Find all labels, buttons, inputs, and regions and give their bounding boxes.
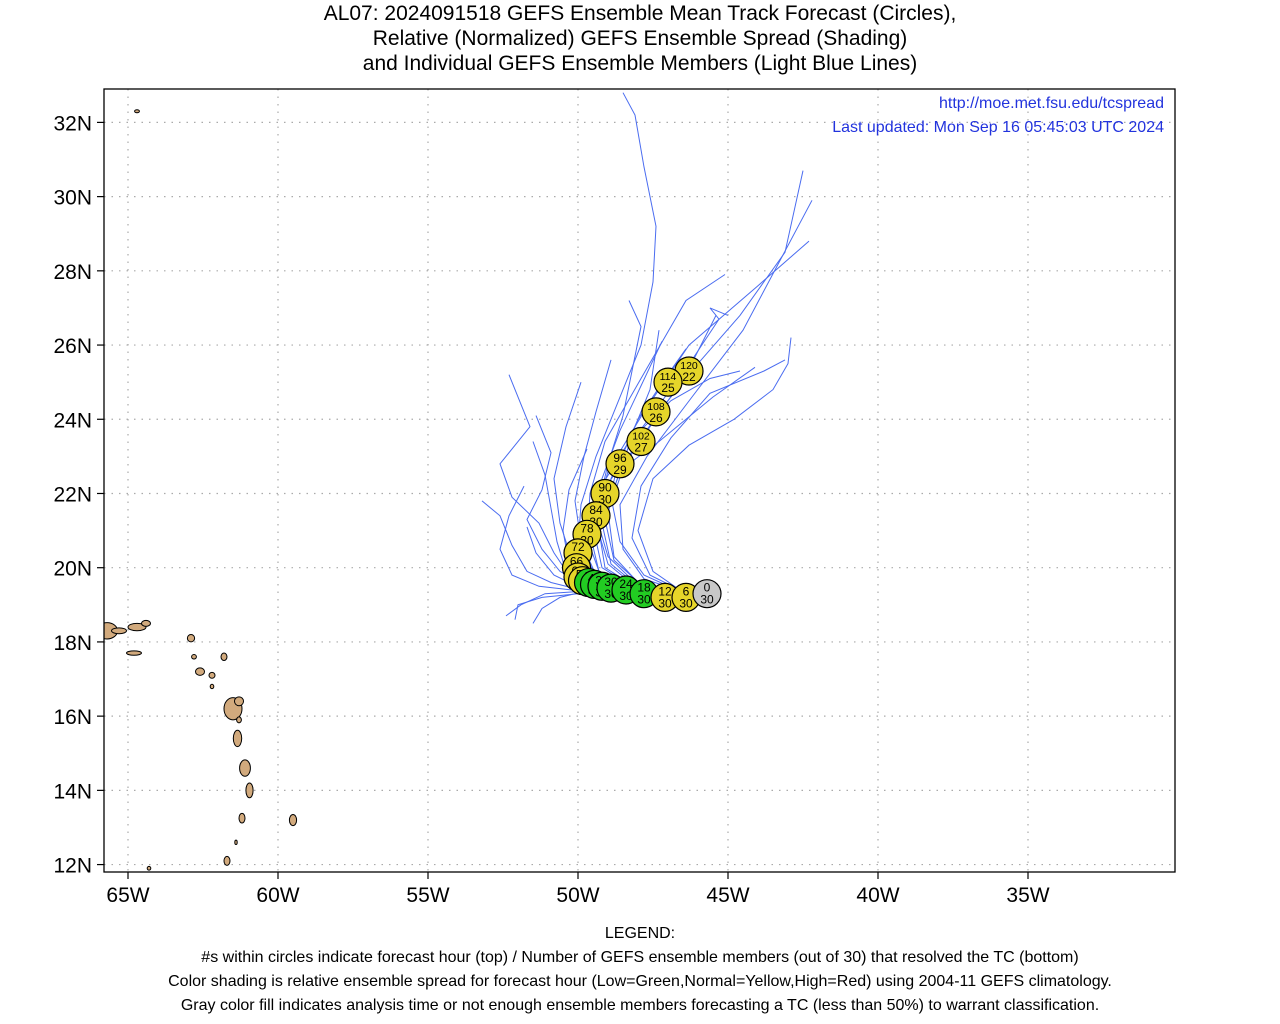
- forecast-hour-label: 0: [704, 581, 711, 595]
- legend-line-gray: Gray color fill indicates analysis time …: [180, 997, 1100, 1014]
- tick-label-lat: 24N: [53, 409, 92, 432]
- tick-label-lat: 30N: [53, 187, 92, 210]
- forecast-hour-label: 90: [598, 480, 612, 494]
- tick-label-lon: 60W: [256, 884, 299, 907]
- island: [111, 627, 127, 635]
- island: [232, 729, 243, 748]
- forecast-hour-label: 18: [637, 581, 651, 595]
- island: [288, 813, 298, 827]
- tick-label-lon: 45W: [706, 884, 749, 907]
- island: [234, 696, 244, 707]
- island: [236, 716, 242, 724]
- forecast-hour-label: 6: [683, 584, 690, 598]
- title-line-2: Relative (Normalized) GEFS Ensemble Spre…: [372, 27, 908, 50]
- island: [209, 683, 215, 690]
- map-title: AL07: 2024091518 GEFS Ensemble Mean Trac…: [0, 1, 1280, 76]
- title-line-3: and Individual GEFS Ensemble Members (Li…: [362, 52, 918, 75]
- member-count-label: 26: [649, 411, 663, 425]
- forecast-hour-label: 12: [658, 584, 672, 598]
- tick-label-lat: 26N: [53, 335, 92, 358]
- island: [234, 839, 238, 846]
- tick-label-lat: 16N: [53, 706, 92, 729]
- plot-background: [104, 89, 1175, 872]
- legend-line-circles: #s within circles indicate forecast hour…: [201, 949, 1079, 966]
- member-count-label: 29: [613, 463, 627, 477]
- ensemble-member-track: [637, 337, 792, 595]
- source-url[interactable]: http://moe.met.fsu.edu/tcspread: [939, 95, 1164, 112]
- island: [134, 109, 140, 114]
- island: [195, 667, 205, 676]
- island: [208, 671, 216, 679]
- track-circle: [641, 397, 671, 427]
- tick-label-lat: 14N: [53, 780, 92, 803]
- forecast-hour-label: 84: [589, 503, 603, 517]
- legend-heading: LEGEND:: [604, 925, 676, 942]
- forecast-hour-label: 108: [647, 401, 665, 413]
- island: [146, 865, 152, 871]
- forecast-hour-label: 24: [619, 577, 633, 591]
- tick-label-lat: 12N: [53, 855, 92, 878]
- track-map: 1202211425108261022796299030843078307230…: [53, 88, 1176, 907]
- island: [238, 812, 246, 824]
- island: [223, 855, 231, 866]
- island: [186, 634, 196, 643]
- tick-label-lon: 40W: [856, 884, 899, 907]
- grid-lines: [104, 89, 1175, 872]
- mean-track-circles: 1202211425108261022796299030843078307230…: [561, 356, 722, 612]
- legend-line-shading: Color shading is relative ensemble sprea…: [168, 973, 1112, 990]
- member-count-label: 22: [682, 370, 696, 384]
- tick-label-lon: 35W: [1006, 884, 1049, 907]
- forecast-hour-label: 72: [571, 540, 585, 554]
- tick-label-lon: 50W: [556, 884, 599, 907]
- member-count-label: 30: [637, 593, 651, 607]
- member-count-label: 27: [634, 441, 648, 455]
- tick-label-lat: 28N: [53, 261, 92, 284]
- last-updated: Last updated: Mon Sep 16 05:45:03 UTC 20…: [832, 119, 1164, 136]
- forecast-hour-label: 96: [613, 451, 627, 465]
- tick-label-lon: 65W: [106, 884, 149, 907]
- island: [220, 652, 228, 661]
- forecast-hour-label: 78: [580, 521, 594, 535]
- forecast-hour-label: 114: [660, 371, 677, 383]
- island: [141, 619, 151, 627]
- mean-track-point: 030: [692, 579, 722, 609]
- tick-label-lat: 18N: [53, 632, 92, 655]
- island: [245, 782, 254, 799]
- island: [191, 654, 197, 660]
- island: [127, 622, 147, 632]
- axis-ticks: 65W 60W 55W 50W 45W 40W 35W 32N 30N 28N 26N 24N 22N 2…: [53, 112, 1049, 907]
- island: [239, 759, 251, 777]
- member-count-label: 25: [661, 381, 675, 395]
- tick-label-lon: 55W: [406, 884, 449, 907]
- island: [126, 650, 142, 656]
- track-circle: [692, 579, 722, 609]
- plot-frame: [103, 88, 1176, 873]
- title-line-1: AL07: 2024091518 GEFS Ensemble Mean Trac…: [323, 2, 957, 25]
- forecast-hour-label: 120: [680, 360, 698, 372]
- land-islands: [104, 109, 298, 871]
- legend: LEGEND: #s within circles indicate forec…: [0, 922, 1280, 1018]
- tick-label-lat: 22N: [53, 483, 92, 506]
- member-count-label: 30: [658, 596, 672, 610]
- forecast-hour-label: 102: [632, 431, 650, 443]
- track-circle: [605, 449, 635, 479]
- tick-label-lat: 20N: [53, 558, 92, 581]
- member-count-label: 30: [679, 596, 693, 610]
- track-circle: [653, 367, 683, 397]
- member-count-label: 30: [700, 593, 714, 607]
- track-circle: [626, 426, 656, 457]
- tick-label-lat: 32N: [53, 112, 92, 135]
